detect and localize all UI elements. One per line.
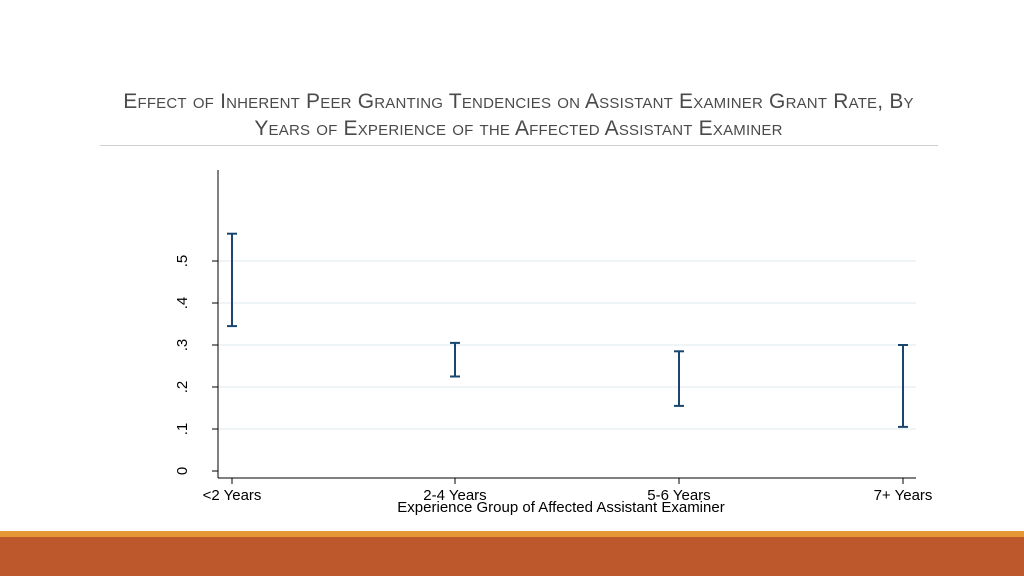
error-bar <box>227 232 237 328</box>
title-divider <box>100 145 938 146</box>
x-tick-label: 7+ Years <box>874 487 933 504</box>
y-tick-label: .5 <box>174 255 191 268</box>
footer-band <box>0 531 1024 576</box>
error-bar <box>450 341 460 378</box>
axes <box>212 170 916 484</box>
footer-accent-stripe <box>0 531 1024 537</box>
tick-labels: 0 .1 .2 .3 .4 .5 <2 Years 2-4 Years 5-6 Years 7+ … <box>174 255 932 504</box>
x-tick-label: 5-6 Years <box>647 487 710 504</box>
error-bar-chart: 0 .1 .2 .3 .4 .5 <2 Years 2-4 Years 5-6 Years 7+ … <box>174 170 932 516</box>
error-bar <box>674 350 684 407</box>
error-bars <box>227 232 908 428</box>
x-tick-label: <2 Years <box>203 487 262 504</box>
error-bar <box>898 344 908 428</box>
x-axis-title: Experience Group of Affected Assistant E… <box>397 499 724 516</box>
y-tick-label: .3 <box>174 339 191 352</box>
x-tick-label: 2-4 Years <box>423 487 486 504</box>
y-tick-label: .4 <box>174 297 191 310</box>
grid-lines <box>218 260 916 430</box>
y-tick-label: 0 <box>174 467 191 475</box>
y-tick-label: .1 <box>174 423 191 436</box>
slide-title: Effect of Inherent Peer Granting Tendenc… <box>123 90 914 140</box>
y-tick-label: .2 <box>174 381 191 394</box>
